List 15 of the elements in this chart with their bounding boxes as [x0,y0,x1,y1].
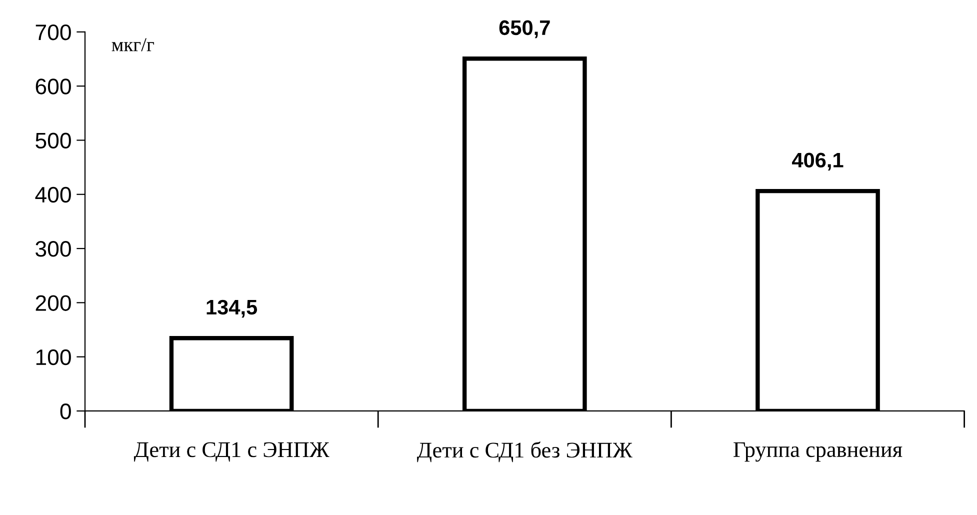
y-tick-label: 500 [36,132,71,148]
data-label: 406,1 [792,152,844,171]
data-label: 650,7 [499,20,550,38]
x-tick-label: Дети с СД1 с ЭНПЖ [134,442,330,462]
x-tick-label: Дети с СД1 без ЭНПЖ [417,442,632,462]
x-tick-label: Группа сравнения [734,442,902,462]
y-axis-title: мкг/г [112,38,154,52]
data-label: 134,5 [206,300,258,318]
y-tick-label: 0 [60,404,71,420]
y-tick-label: 700 [36,24,71,40]
y-tick-label: 300 [36,241,71,257]
y-tick-label: 100 [36,349,71,366]
y-tick-label: 200 [36,295,71,311]
y-tick-label: 600 [36,78,71,94]
y-tick-label: 400 [35,186,71,203]
